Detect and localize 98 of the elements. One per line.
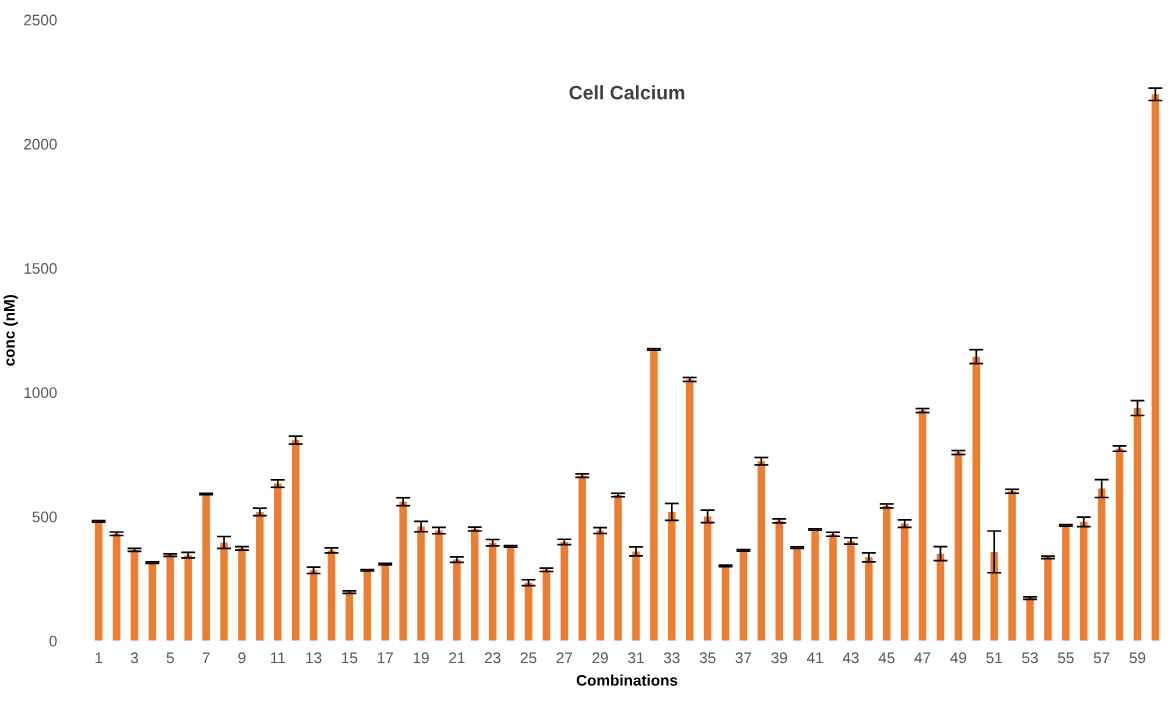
- bar: [1026, 598, 1034, 641]
- bar: [220, 542, 228, 641]
- bar: [1151, 94, 1160, 641]
- x-tick-label: 21: [449, 652, 465, 664]
- bar: [112, 533, 121, 641]
- bar: [148, 562, 157, 641]
- x-tick-label: 13: [306, 652, 322, 664]
- x-tick-label: 55: [1057, 652, 1074, 664]
- bar: [130, 549, 139, 641]
- x-tick-label: 57: [1093, 652, 1110, 664]
- y-tick-label: 1000: [24, 387, 57, 399]
- bar: [865, 557, 873, 641]
- x-tick-label: 43: [842, 652, 859, 664]
- x-tick-label: 37: [735, 652, 752, 664]
- x-tick-label: 39: [771, 652, 788, 664]
- bar: [1008, 491, 1016, 641]
- x-tick-label: 53: [1022, 652, 1038, 664]
- bar: [721, 565, 730, 641]
- bar: [202, 494, 210, 641]
- x-tick-label: 49: [950, 652, 967, 664]
- bar: [1062, 525, 1070, 641]
- x-tick-label: 59: [1129, 652, 1146, 664]
- bar: [453, 559, 461, 641]
- x-tick-label: 25: [520, 652, 537, 664]
- bar: [345, 592, 354, 641]
- bar: [650, 349, 658, 641]
- x-tick-label: 23: [484, 652, 501, 664]
- bar: [668, 511, 676, 641]
- bar: [739, 550, 748, 641]
- bar: [1133, 408, 1142, 641]
- y-tick-label: 2000: [24, 138, 57, 150]
- bar: [273, 483, 282, 641]
- bar: [471, 529, 479, 641]
- bar: [560, 541, 569, 641]
- x-tick-label: 27: [556, 652, 573, 664]
- bar: [811, 529, 819, 641]
- bar: [1115, 448, 1124, 641]
- bar: [900, 523, 909, 641]
- bar: [238, 548, 246, 641]
- x-tick-label: 47: [914, 652, 931, 664]
- x-tick-label: 45: [878, 652, 895, 664]
- x-tick-label: 7: [202, 652, 210, 664]
- bar: [327, 550, 336, 641]
- bar: [1079, 521, 1088, 641]
- bar: [309, 570, 318, 641]
- x-tick-label: 41: [806, 652, 823, 664]
- bar: [882, 505, 891, 641]
- bar: [94, 521, 103, 641]
- bar: [488, 542, 497, 641]
- bar: [1044, 557, 1052, 641]
- bar: [381, 564, 389, 641]
- bar: [256, 511, 264, 641]
- x-tick-label: 17: [377, 652, 393, 664]
- bar: [614, 495, 622, 641]
- bar: [399, 501, 407, 641]
- bar: [1097, 488, 1106, 641]
- y-tick-label: 0: [49, 635, 57, 647]
- x-tick-label: 3: [130, 652, 139, 664]
- x-tick-label: 9: [238, 652, 246, 664]
- bar: [829, 534, 837, 641]
- bar: [936, 553, 945, 641]
- x-tick-label: 31: [628, 652, 644, 664]
- x-tick-label: 11: [270, 652, 285, 664]
- x-tick-label: 5: [166, 652, 174, 664]
- bar: [793, 547, 801, 641]
- x-tick-label: 1: [95, 652, 103, 664]
- bar: [757, 461, 766, 641]
- bar: [578, 475, 586, 641]
- bar: [596, 530, 604, 641]
- x-tick-label: 35: [699, 652, 716, 664]
- y-tick-label: 1500: [24, 263, 57, 274]
- bar: [506, 546, 515, 641]
- bar: [990, 551, 998, 641]
- bar: [363, 570, 372, 641]
- y-tick-label: 500: [32, 511, 57, 523]
- x-tick-label: 15: [342, 652, 358, 664]
- x-tick-label: 51: [986, 652, 1002, 664]
- bar: [775, 520, 784, 641]
- y-axis-title: conc (nM): [3, 294, 18, 366]
- bar: [918, 410, 927, 641]
- bar: [542, 569, 551, 641]
- bar: [703, 516, 712, 641]
- bar: [972, 356, 981, 641]
- x-tick-label: 29: [592, 652, 608, 664]
- x-tick-label: 19: [413, 652, 429, 664]
- bar: [632, 551, 640, 641]
- x-axis-title: Combinations: [576, 674, 678, 686]
- bar: [417, 526, 425, 641]
- bar: [954, 452, 963, 641]
- bar: [291, 440, 300, 641]
- y-tick-label: 2500: [24, 14, 57, 26]
- x-tick-label: 33: [663, 652, 680, 664]
- bar: [184, 555, 192, 641]
- text: Cell Calcium: [569, 85, 685, 100]
- bar: [166, 555, 175, 641]
- bar: [685, 379, 694, 641]
- bar: [847, 540, 855, 641]
- bar: [435, 530, 443, 641]
